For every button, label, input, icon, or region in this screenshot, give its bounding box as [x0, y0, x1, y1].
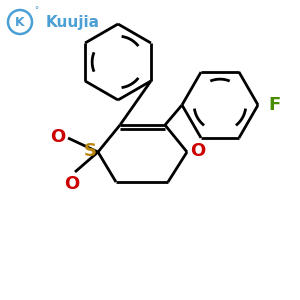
Text: O: O	[64, 175, 80, 193]
Text: O: O	[190, 142, 206, 160]
Text: Kuujia: Kuujia	[46, 14, 100, 29]
Text: O: O	[50, 128, 66, 146]
Text: S: S	[83, 142, 97, 160]
Text: K: K	[15, 16, 25, 28]
Text: F: F	[268, 96, 280, 114]
Text: °: °	[34, 7, 38, 16]
